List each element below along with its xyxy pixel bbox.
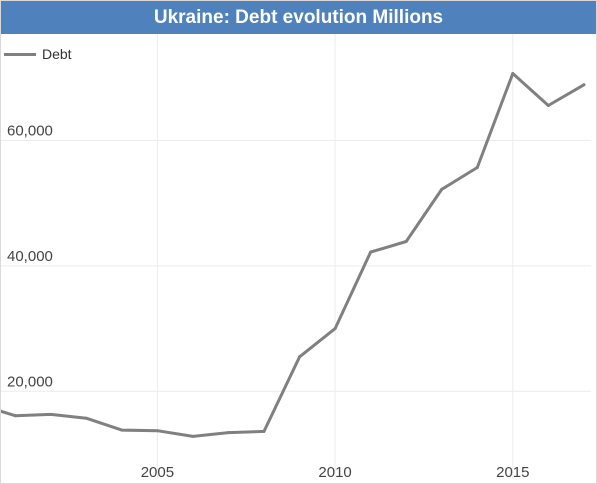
data-point: [404, 239, 408, 243]
y-tick-label: 40,000: [7, 248, 53, 265]
legend-swatch-debt: [4, 52, 36, 56]
chart-legend: Debt: [4, 46, 72, 62]
series-line-debt: [1, 72, 586, 438]
chart-title: Ukraine: Debt evolution Millions: [1, 1, 596, 34]
x-tick-label: 2005: [141, 464, 174, 481]
y-tick-label: 60,000: [7, 123, 53, 140]
data-point: [511, 71, 515, 75]
data-point: [582, 83, 586, 87]
legend-label-debt: Debt: [42, 46, 72, 62]
data-point: [1, 409, 3, 413]
data-point: [475, 166, 479, 169]
x-tick-label: 2015: [496, 464, 529, 481]
data-point: [49, 412, 53, 416]
data-point: [546, 103, 550, 107]
data-point: [298, 355, 302, 359]
data-point: [333, 327, 337, 331]
data-point: [84, 416, 88, 420]
data-point: [13, 414, 17, 418]
data-point: [191, 434, 195, 438]
data-point: [262, 429, 266, 433]
data-point: [226, 431, 230, 435]
data-point: [369, 250, 373, 254]
x-tick-label: 2010: [318, 464, 351, 481]
data-point: [120, 428, 124, 432]
y-tick-label: 20,000: [7, 373, 53, 390]
data-point: [440, 187, 444, 191]
data-point: [155, 429, 159, 433]
